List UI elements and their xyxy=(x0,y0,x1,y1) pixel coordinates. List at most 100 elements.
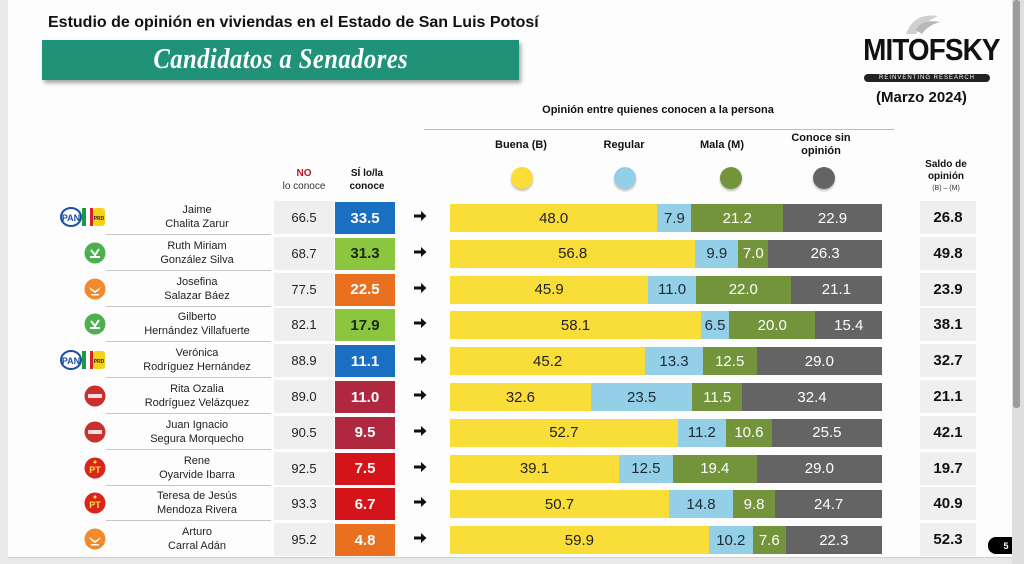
si-conoce-value: 11.1 xyxy=(335,345,395,378)
candidate-first-name: Gilberto xyxy=(177,311,217,324)
candidate-last-name: Rodríguez Hernández xyxy=(143,361,251,374)
row-divider xyxy=(106,234,271,235)
bar-segment-buena: 52.7 xyxy=(450,418,678,447)
no-conoce-value: 90.5 xyxy=(274,415,334,449)
si-conoce-value: 4.8 xyxy=(335,524,395,557)
candidate-row: PT Rene Oyarvide Ibarra 92.5 7.5 39.1 12.… xyxy=(8,451,1012,486)
opinion-stacked-bar: 56.8 9.9 7.0 26.3 xyxy=(450,239,882,268)
bar-segment-mala: 12.5 xyxy=(702,347,757,376)
party-logo-pt-icon: PT xyxy=(84,457,106,479)
bar-segment-sin-opinion: 22.9 xyxy=(783,204,882,232)
bar-segment-regular: 11.2 xyxy=(677,418,727,447)
candidate-name: Josefina Salazar Báez xyxy=(112,275,282,303)
no-conoce-value: 88.9 xyxy=(274,344,334,378)
candidate-first-name: Rita Ozalia xyxy=(170,383,224,395)
party-logo-pan-pri-prd-icon: PAN PRD xyxy=(60,350,105,371)
bar-segment-buena: 39.1 xyxy=(450,454,619,483)
row-divider xyxy=(106,520,271,522)
scrollbar-thumb[interactable] xyxy=(1013,0,1020,408)
bar-segment-buena: 45.2 xyxy=(450,347,646,376)
candidate-last-name: Rodríguez Velázquez xyxy=(144,397,250,409)
opinion-stacked-bar: 32.6 23.5 11.5 32.4 xyxy=(450,383,882,411)
row-divider xyxy=(106,484,271,486)
candidate-row: Josefina Salazar Báez 77.5 22.5 45.9 11.0… xyxy=(8,272,1012,307)
party-logo-mc-icon xyxy=(84,528,106,550)
legend-dot-buena xyxy=(511,167,533,189)
no-conoce-value: 93.3 xyxy=(274,487,334,521)
bar-segment-regular: 23.5 xyxy=(590,383,693,411)
opinion-stacked-bar: 50.7 14.8 9.8 24.7 xyxy=(450,490,882,519)
page-title: Candidatos a Senadores xyxy=(153,44,408,75)
bar-segment-sin-opinion: 15.4 xyxy=(815,311,882,340)
candidate-first-name: Jaime xyxy=(182,204,212,216)
bar-segment-regular: 14.8 xyxy=(669,490,733,519)
bar-segment-buena: 50.7 xyxy=(450,490,670,519)
arrow-right-icon xyxy=(414,354,427,365)
bar-segment-sin-opinion: 32.4 xyxy=(742,383,882,411)
candidate-row: Ruth Miriam González Silva 68.7 31.3 56.… xyxy=(8,236,1012,271)
legend-label-regular: Regular xyxy=(603,139,645,151)
arrow-right-icon xyxy=(414,246,427,257)
saldo-value: 19.7 xyxy=(920,451,976,485)
arrow-right-icon xyxy=(414,211,427,221)
row-divider xyxy=(106,413,271,414)
si-conoce-header-top: SÍ lo/la xyxy=(350,168,384,179)
party-logo-pvem-icon xyxy=(84,313,106,335)
bar-segment-buena: 58.1 xyxy=(450,311,701,340)
survey-subtitle: Estudio de opinión en viviendas en el Es… xyxy=(48,14,539,31)
bar-segment-buena: 32.6 xyxy=(450,383,591,411)
candidate-last-name: Oyarvide Ibarra xyxy=(159,468,235,481)
header-divider xyxy=(424,129,894,130)
party-logo-pan-pri-prd-icon: PAN PRD xyxy=(60,207,105,227)
arrow-right-icon xyxy=(414,497,427,508)
logo-wordmark: MITOFSKY xyxy=(863,32,1000,67)
opinion-stacked-bar: 52.7 11.2 10.6 25.5 xyxy=(450,418,882,447)
legend-dot-regular xyxy=(614,167,636,189)
arrow-right-icon xyxy=(414,461,427,472)
candidate-name: Arturo Carral Adán xyxy=(112,525,282,553)
legend-dot-mala xyxy=(720,167,742,189)
saldo-value: 23.9 xyxy=(920,272,976,306)
saldo-value: 26.8 xyxy=(920,201,976,234)
saldo-value: 38.1 xyxy=(920,308,976,342)
candidate-first-name: Rene xyxy=(183,454,211,467)
arrow-right-icon xyxy=(414,425,427,436)
bar-segment-regular: 6.5 xyxy=(700,311,730,340)
arrow-right-icon xyxy=(414,533,427,544)
candidate-last-name: Chalita Zarur xyxy=(165,218,229,230)
candidate-row: PT Teresa de Jesús Mendoza Rivera 93.3 6… xyxy=(8,487,1012,522)
bar-segment-regular: 12.5 xyxy=(618,454,673,483)
svg-text:PAN: PAN xyxy=(62,213,80,223)
candidate-last-name: González Silva xyxy=(160,253,234,266)
bar-segment-sin-opinion: 22.3 xyxy=(785,526,882,555)
candidate-row: Arturo Carral Adán 95.2 4.8 59.9 10.2 7.6 2… xyxy=(8,523,1012,557)
svg-text:PT: PT xyxy=(89,500,101,510)
saldo-value: 49.8 xyxy=(920,236,976,270)
candidate-last-name: Hernández Villafuerte xyxy=(144,325,250,338)
party-logo-pvem-icon xyxy=(84,242,106,264)
bar-segment-buena: 45.9 xyxy=(450,275,649,304)
slide: Estudio de opinión en viviendas en el Es… xyxy=(8,0,1024,558)
si-conoce-value: 33.5 xyxy=(335,202,395,234)
bar-segment-regular: 9.9 xyxy=(695,239,739,268)
legend-label-mala: Mala (M) xyxy=(700,139,744,151)
candidate-first-name: Ruth Miriam xyxy=(167,239,227,252)
no-conoce-value: 89.0 xyxy=(274,380,334,413)
bar-segment-buena: 59.9 xyxy=(450,526,709,555)
si-conoce-value: 7.5 xyxy=(335,452,395,485)
no-conoce-value: 92.5 xyxy=(274,451,334,485)
si-conoce-value: 6.7 xyxy=(335,488,395,521)
candidate-first-name: Josefina xyxy=(176,275,218,288)
bar-segment-mala: 21.2 xyxy=(691,204,784,232)
legend-label-buena: Buena (B) xyxy=(495,139,547,151)
candidate-first-name: Verónica xyxy=(175,347,219,360)
saldo-header: Saldo de opinión xyxy=(913,159,979,183)
candidate-last-name: Carral Adán xyxy=(167,540,227,553)
bar-segment-sin-opinion: 29.0 xyxy=(756,454,882,483)
bar-segment-mala: 19.4 xyxy=(672,454,757,483)
saldo-header-top: Saldo de xyxy=(925,159,967,170)
row-divider xyxy=(106,305,271,307)
si-conoce-value: 9.5 xyxy=(335,416,395,449)
si-conoce-value: 22.5 xyxy=(335,273,395,306)
swoosh-icon xyxy=(906,15,940,34)
